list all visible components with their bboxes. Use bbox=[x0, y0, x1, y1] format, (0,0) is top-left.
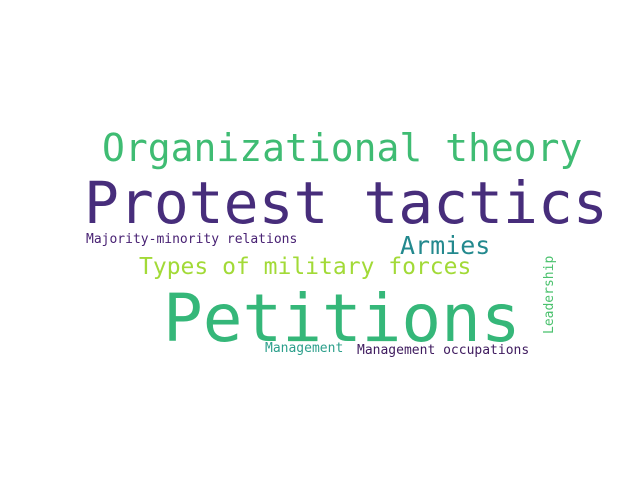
word-petitions: Petitions bbox=[163, 280, 521, 357]
word-organizational-theory: Organizational theory bbox=[102, 126, 583, 170]
word-armies: Armies bbox=[400, 231, 491, 260]
word-management: Management bbox=[265, 341, 344, 356]
word-types-of-military-forces: Types of military forces bbox=[139, 254, 472, 280]
word-leadership: Leadership bbox=[542, 255, 557, 334]
word-protest-tactics: Protest tactics bbox=[84, 169, 608, 237]
word-management-occupations: Management occupations bbox=[357, 343, 530, 358]
word-majority-minority-relations: Majority-minority relations bbox=[86, 232, 298, 247]
